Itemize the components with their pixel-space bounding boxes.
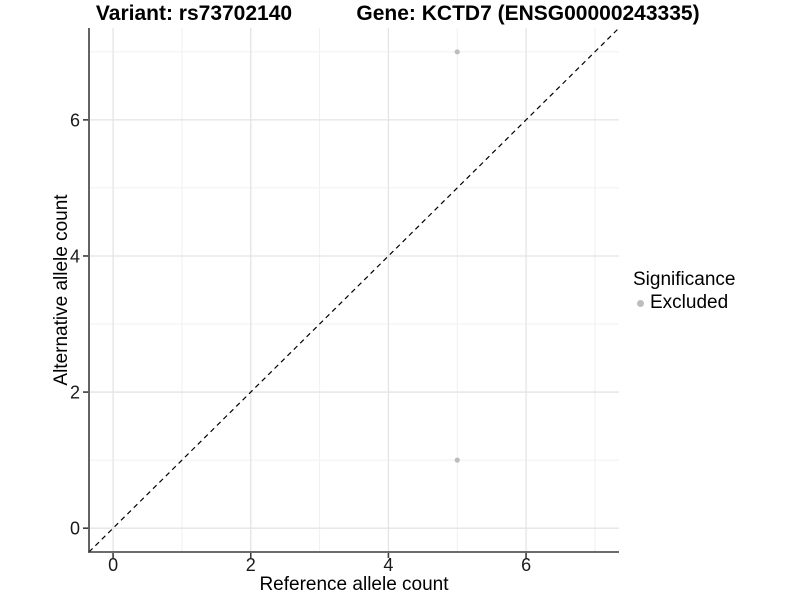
legend: Significance Excluded xyxy=(633,269,735,313)
identity-line xyxy=(88,27,620,553)
x-tick-label: 0 xyxy=(108,555,118,575)
data-point xyxy=(454,49,460,55)
y-tick-label: 4 xyxy=(70,246,80,266)
x-tick-label: 4 xyxy=(383,555,393,575)
legend-title: Significance xyxy=(633,269,736,290)
plot-title-gene: Gene: KCTD7 (ENSG00000243335) xyxy=(356,2,700,25)
y-tick-label: 6 xyxy=(70,110,80,130)
data-point xyxy=(454,457,460,463)
legend-entry: Excluded xyxy=(633,292,735,313)
plot-title-variant: Variant: rs73702140 xyxy=(95,2,293,25)
legend-point-icon xyxy=(637,299,644,307)
x-tick-label: 6 xyxy=(521,555,531,575)
x-axis-label: Reference allele count xyxy=(259,574,449,595)
y-tick-label: 0 xyxy=(70,519,80,539)
y-axis-label: Alternative allele count xyxy=(51,194,72,386)
y-tick-label: 2 xyxy=(70,383,80,403)
legend-entry-label: Excluded xyxy=(650,292,729,313)
x-tick-label: 2 xyxy=(246,555,256,575)
